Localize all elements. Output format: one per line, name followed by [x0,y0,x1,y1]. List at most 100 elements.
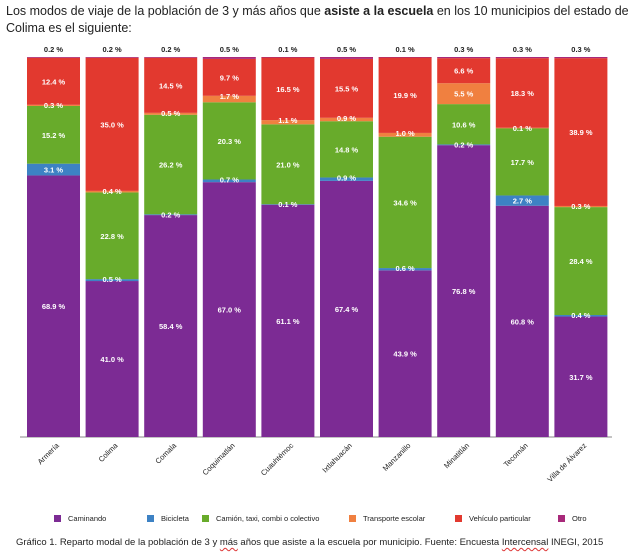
data-label-caminando-comala: 58.4 % [159,322,183,331]
intro-part-1: Los modos de viaje de la población de 3 … [6,4,325,18]
bar-caminando-villa-de-alvarez [554,316,608,437]
x-tick-label-tecoman: Tecomán [502,441,530,469]
data-label-transporte-escolar-colima: 0.4 % [103,187,123,196]
data-label-otro-minatitlan: 0.3 % [454,45,474,54]
bar-vehiculo-particular-colima [85,57,139,191]
legend-label-vehiculo-particular: Vehículo particular [469,514,531,523]
data-label-vehiculo-particular-coquimatlan: 9.7 % [220,73,240,82]
data-label-vehiculo-particular-tecoman: 18.3 % [511,89,535,98]
data-label-vehiculo-particular-armeria: 12.4 % [42,77,66,86]
data-label-vehiculo-particular-colima: 35.0 % [100,120,124,129]
data-label-caminando-coquimatlan: 67.0 % [218,306,242,315]
bar-transporte-escolar-coquimatlan [202,95,256,103]
data-label-bicicleta-ixtlahuacan: 0.9 % [337,173,357,182]
data-label-caminando-villa-de-alvarez: 31.7 % [569,373,593,382]
x-tick-label-ixtlahuacan: Ixtlahuacán [320,441,353,474]
bar-caminando-tecoman [495,205,549,437]
bar-bicicleta-manzanillo [378,268,432,271]
bar-caminando-coquimatlan [202,182,256,437]
bar-camion-taxi-combi-o-colectivo-comala [144,114,198,215]
bar-vehiculo-particular-comala [144,57,198,113]
x-tick-label-villa-de-alvarez: Villa de Álvarez [545,441,588,484]
data-label-camion-taxi-combi-o-colectivo-comala: 26.2 % [159,161,183,170]
caption-part-1: Gráfico 1. Reparto modal de la población… [16,537,220,548]
x-tick-label-colima: Colima [97,440,120,463]
data-label-vehiculo-particular-comala: 14.5 % [159,81,183,90]
bar-bicicleta-colima [85,279,139,282]
bar-otro-minatitlan [437,57,491,59]
data-label-camion-taxi-combi-o-colectivo-tecoman: 17.7 % [511,158,535,167]
bar-vehiculo-particular-minatitlan [437,58,491,84]
data-label-otro-armeria: 0.2 % [44,45,64,54]
legend-item-otro: Otro [558,514,587,524]
bar-vehiculo-particular-tecoman [495,58,549,128]
bar-transporte-escolar-cuauhtemoc [261,120,315,125]
data-label-camion-taxi-combi-o-colectivo-minatitlan: 10.6 % [452,120,476,129]
x-tick-label-manzanillo: Manzanillo [381,441,413,473]
data-label-bicicleta-minatitlan: 0.2 % [454,140,474,149]
legend-label-camion-taxi-combi-o-colectivo: Camión, taxi, combi o colectivo [216,514,320,523]
bar-camion-taxi-combi-o-colectivo-armeria [27,105,80,164]
legend-label-transporte-escolar: Transporte escolar [363,514,426,523]
bar-vehiculo-particular-coquimatlan [202,58,256,96]
bar-transporte-escolar-comala [144,112,198,115]
data-label-transporte-escolar-armeria: 0.3 % [44,101,64,110]
data-label-transporte-escolar-coquimatlan: 1.7 % [220,92,240,101]
legend-swatch-caminando [54,515,61,522]
bar-transporte-escolar-tecoman [495,127,549,129]
data-label-bicicleta-colima: 0.5 % [103,275,123,284]
bar-bicicleta-coquimatlan [202,179,256,183]
data-label-caminando-colima: 41.0 % [100,355,124,364]
legend-swatch-camion-taxi-combi-o-colectivo [202,515,209,522]
data-label-otro-cuauhtemoc: 0.1 % [278,45,298,54]
data-label-otro-tecoman: 0.3 % [513,45,533,54]
data-label-transporte-escolar-tecoman: 0.1 % [513,124,533,133]
bar-vehiculo-particular-cuauhtemoc [261,57,315,121]
bar-otro-villa-de-alvarez [554,57,608,59]
bar-transporte-escolar-armeria [27,104,80,106]
bar-transporte-escolar-colima [85,190,139,193]
caption-part-2: años que asiste a la escuela por municip… [237,537,502,548]
bar-transporte-escolar-minatitlan [437,83,491,105]
data-label-vehiculo-particular-manzanillo: 19.9 % [393,91,417,100]
bar-camion-taxi-combi-o-colectivo-villa-de-alvarez [554,207,608,316]
data-label-otro-manzanillo: 0.1 % [396,45,416,54]
legend-item-caminando: Caminando [54,514,106,524]
legend-item-vehiculo-particular: Vehículo particular [455,514,531,524]
bar-otro-ixtlahuacan [320,57,373,59]
bar-vehiculo-particular-manzanillo [378,57,432,133]
bar-otro-comala [144,57,198,58]
data-label-camion-taxi-combi-o-colectivo-colima: 22.8 % [100,232,124,241]
bar-bicicleta-cuauhtemoc [261,204,315,205]
data-label-otro-coquimatlan: 0.5 % [220,45,240,54]
data-label-transporte-escolar-villa-de-alvarez: 0.3 % [571,202,591,211]
bar-caminando-manzanillo [378,270,432,437]
bar-caminando-armeria [27,175,80,437]
intro-part-2: en los 10 municipios del estado de Colim… [6,4,629,35]
stacked-bar-chart: 68.9 % 3.1 % 15.2 % 0.3 % 12.4 % 41.0 % 0.5 % 2… [20,45,612,484]
legend-swatch-vehiculo-particular [455,515,462,522]
data-label-caminando-ixtlahuacan: 67.4 % [335,305,359,314]
data-label-bicicleta-villa-de-alvarez: 0.4 % [571,311,591,320]
legend-item-transporte-escolar: Transporte escolar [349,514,425,524]
bar-vehiculo-particular-villa-de-alvarez [554,58,608,206]
data-label-bicicleta-cuauhtemoc: 0.1 % [278,200,298,209]
x-tick-label-armeria: Armería [36,440,62,466]
bar-bicicleta-villa-de-alvarez [554,315,608,317]
data-label-camion-taxi-combi-o-colectivo-cuauhtemoc: 21.0 % [276,160,300,169]
bar-camion-taxi-combi-o-colectivo-ixtlahuacan [320,121,373,178]
x-tick-label-comala: Comala [153,440,178,465]
bar-caminando-cuauhtemoc [261,204,315,437]
data-label-caminando-minatitlan: 76.8 % [452,287,476,296]
data-label-transporte-escolar-ixtlahuacan: 0.9 % [337,114,357,123]
caption-part-3: INEGI, 2015 [548,537,604,548]
caption-word-intercensal: Intercensal [501,537,549,548]
data-label-caminando-armeria: 68.9 % [42,302,66,311]
legend-label-caminando: Caminando [68,514,107,523]
bar-transporte-escolar-manzanillo [378,132,432,137]
bar-camion-taxi-combi-o-colectivo-manzanillo [378,136,432,269]
bar-caminando-ixtlahuacan [320,180,373,437]
bar-camion-taxi-combi-o-colectivo-coquimatlan [202,102,256,180]
bar-camion-taxi-combi-o-colectivo-cuauhtemoc [261,124,315,205]
bar-bicicleta-minatitlan [437,144,491,146]
